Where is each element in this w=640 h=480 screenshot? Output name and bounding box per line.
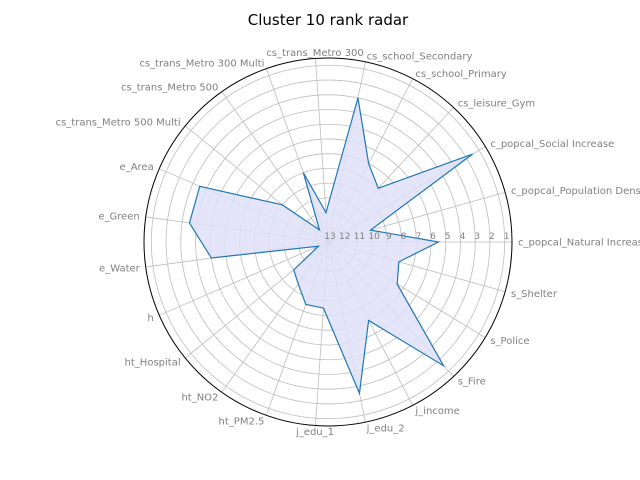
category-label: j_edu_2 [366,424,405,435]
radial-tick-label: 5 [445,232,451,242]
radial-tick-label: 11 [354,232,365,242]
category-label: ht_PM2.5 [219,417,265,428]
category-label: c_popcal_Population Density [511,186,640,197]
radial-tick-label: 13 [324,232,335,242]
category-label: e_Green [98,212,139,223]
radial-tick-label: 4 [460,232,466,242]
radial-tick-label: 10 [368,232,380,242]
category-label: c_popcal_Natural Increase [518,238,640,249]
category-label: h [147,313,153,324]
category-label: cs_trans_Metro 300 [266,48,363,59]
category-label: cs_trans_Metro 500 [121,82,218,93]
category-label: cs_trans_Metro 500 Multi [56,118,181,129]
category-label: s_Shelter [511,289,558,300]
radial-tick-label: 2 [489,232,495,242]
category-label: ht_NO2 [181,393,218,404]
category-label: j_edu_1 [295,427,334,438]
category-label: c_popcal_Social Increase [490,139,614,150]
category-label: cs_school_Primary [415,69,506,80]
category-label: ht_Hospital [125,357,181,368]
category-label: cs_trans_Metro 300 Multi [139,58,264,69]
radial-tick-label: 9 [386,232,392,242]
category-label: cs_leisure_Gym [458,99,535,110]
category-label: s_Fire [458,376,486,387]
radial-tick-label: 7 [415,232,421,242]
spoke-line [221,91,329,243]
radial-tick-label: 12 [339,232,350,242]
radial-tick-label: 1 [504,232,510,242]
polar-frame [143,57,513,427]
series-line [188,97,473,396]
series-area [189,97,473,394]
chart-title: Cluster 10 rank radar [248,11,409,29]
radial-tick-label: 8 [401,232,407,242]
radial-tick-label: 3 [474,232,480,242]
category-label: e_Water [99,263,141,274]
category-label: s_Police [490,336,529,347]
category-label: e_Area [120,162,154,173]
category-label: cs_school_Secondary [367,51,473,62]
category-label: j_income [414,406,459,417]
spoke-line [159,241,329,316]
radial-tick-label: 6 [430,232,436,242]
